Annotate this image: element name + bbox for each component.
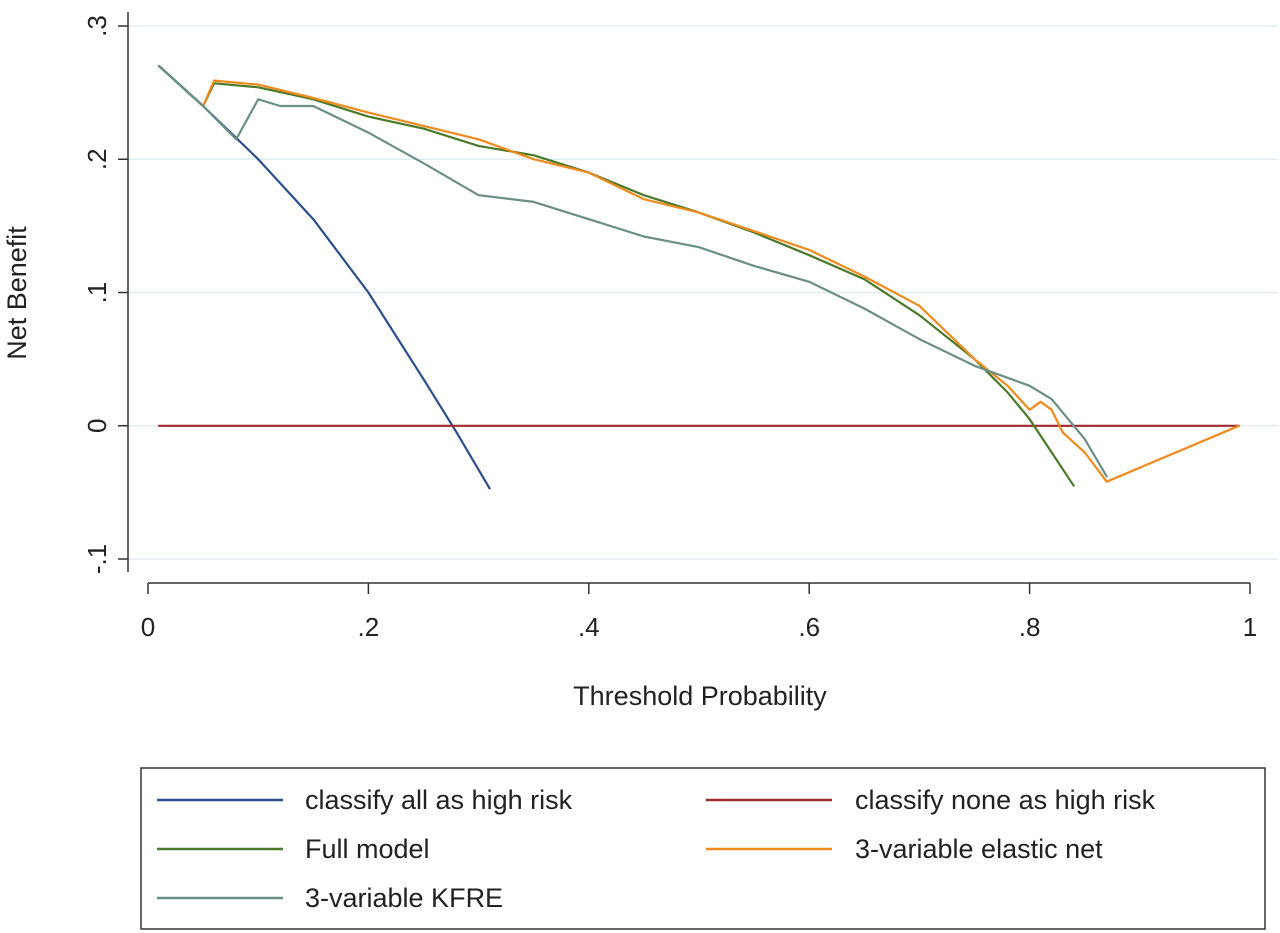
y-tick-label: .3 [82, 15, 112, 37]
y-tick-label: 0 [82, 419, 112, 433]
x-tick-label: .2 [358, 612, 380, 642]
y-ticks: -.1 0 .1 .2 .3 [82, 15, 128, 574]
legend-label-4: 3-variable elastic net [855, 834, 1103, 864]
x-tick-label: 1 [1243, 612, 1257, 642]
legend-label-5: 3-variable KFRE [305, 883, 503, 913]
legend-items: classify all as high risk classify none a… [157, 785, 1156, 913]
series-line-4 [202, 79, 1241, 483]
x-tick-label: .8 [1019, 612, 1041, 642]
x-ticks: 0 .2 .4 .6 .8 1 [141, 583, 1257, 642]
legend-label-3: Full model [305, 834, 430, 864]
series-line-5 [157, 64, 1108, 478]
legend-label-2: classify none as high risk [855, 785, 1156, 815]
x-tick-label: .4 [578, 612, 600, 642]
y-axis-title: Net Benefit [2, 226, 32, 360]
x-axis-title: Threshold Probability [573, 681, 827, 711]
y-tick-label: .2 [82, 148, 112, 170]
y-tick-label: .1 [82, 282, 112, 304]
series-line-3 [157, 64, 1075, 487]
y-tick-label: -.1 [82, 544, 112, 574]
legend: classify all as high risk classify none a… [140, 767, 1266, 930]
legend-box [140, 767, 1266, 930]
x-tick-label: .6 [798, 612, 820, 642]
legend-label-1: classify all as high risk [305, 785, 573, 815]
x-tick-label: 0 [141, 612, 155, 642]
plot-lines [157, 64, 1241, 490]
